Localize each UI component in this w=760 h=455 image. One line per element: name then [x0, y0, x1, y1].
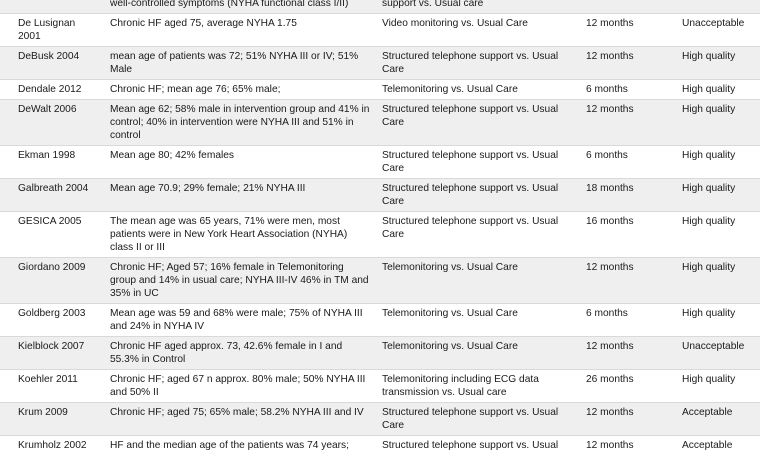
- duration-cell: 6 months: [580, 80, 676, 100]
- quality-cell: Unacceptable: [676, 337, 760, 370]
- duration-cell: 26 months: [580, 370, 676, 403]
- population-cell: Chronic HF; aged 67 n approx. 80% male; …: [106, 370, 378, 403]
- intervention-cell: Structured telephone support vs. Usual C…: [378, 146, 580, 179]
- study-cell: Dendale 2012: [0, 80, 106, 100]
- intervention-cell: Telemonitoring including ECG data transm…: [378, 370, 580, 403]
- population-cell: mean age of patients was 72; 51% NYHA II…: [106, 47, 378, 80]
- table-row: well-controlled symptoms (NYHA functiona…: [0, 0, 760, 14]
- duration-cell: 12 months: [580, 436, 676, 455]
- intervention-cell: Structured telephone support vs. Usual C…: [378, 100, 580, 146]
- quality-cell: Unacceptable: [676, 14, 760, 47]
- intervention-cell: Telemonitoring vs. Usual Care: [378, 337, 580, 370]
- quality-cell: High quality: [676, 80, 760, 100]
- population-cell: Mean age 62; 58% male in intervention gr…: [106, 100, 378, 146]
- duration-cell: 12 months: [580, 258, 676, 304]
- study-cell: Galbreath 2004: [0, 179, 106, 212]
- intervention-cell: Video monitoring vs. Usual Care: [378, 14, 580, 47]
- study-cell: Giordano 2009: [0, 258, 106, 304]
- quality-cell: High quality: [676, 179, 760, 212]
- study-cell: De Lusignan 2001: [0, 14, 106, 47]
- quality-cell: [676, 0, 760, 14]
- quality-cell: High quality: [676, 212, 760, 258]
- study-cell: Goldberg 2003: [0, 304, 106, 337]
- duration-cell: 12 months: [580, 100, 676, 146]
- population-cell: Mean age 70.9; 29% female; 21% NYHA III: [106, 179, 378, 212]
- quality-cell: Acceptable: [676, 403, 760, 436]
- duration-cell: 12 months: [580, 337, 676, 370]
- study-cell: Krum 2009: [0, 403, 106, 436]
- quality-cell: High quality: [676, 146, 760, 179]
- duration-cell: [580, 0, 676, 14]
- study-cell: [0, 0, 106, 14]
- intervention-cell: Telemonitoring vs. Usual Care: [378, 80, 580, 100]
- quality-cell: Acceptable: [676, 436, 760, 455]
- duration-cell: 16 months: [580, 212, 676, 258]
- study-cell: DeWalt 2006: [0, 100, 106, 146]
- population-cell: The mean age was 65 years, 71% were men,…: [106, 212, 378, 258]
- intervention-cell: Structured telephone support vs. Usual C…: [378, 212, 580, 258]
- intervention-cell: support vs. Usual care: [378, 0, 580, 14]
- study-cell: Kielblock 2007: [0, 337, 106, 370]
- intervention-cell: Structured telephone support vs. Usual C…: [378, 47, 580, 80]
- quality-cell: High quality: [676, 47, 760, 80]
- population-cell: Chronic HF; mean age 76; 65% male;: [106, 80, 378, 100]
- quality-cell: High quality: [676, 304, 760, 337]
- population-cell: Mean age was 59 and 68% were male; 75% o…: [106, 304, 378, 337]
- intervention-cell: Structured telephone support vs. Usual C…: [378, 179, 580, 212]
- study-cell: Ekman 1998: [0, 146, 106, 179]
- quality-cell: High quality: [676, 258, 760, 304]
- duration-cell: 12 months: [580, 403, 676, 436]
- study-cell: Koehler 2011: [0, 370, 106, 403]
- population-cell: Mean age 80; 42% females: [106, 146, 378, 179]
- population-cell: well-controlled symptoms (NYHA functiona…: [106, 0, 378, 14]
- quality-cell: High quality: [676, 370, 760, 403]
- duration-cell: 18 months: [580, 179, 676, 212]
- duration-cell: 6 months: [580, 146, 676, 179]
- intervention-cell: Structured telephone support vs. Usual C…: [378, 403, 580, 436]
- population-cell: Chronic HF aged approx. 73, 42.6% female…: [106, 337, 378, 370]
- study-cell: GESICA 2005: [0, 212, 106, 258]
- intervention-cell: Telemonitoring vs. Usual Care: [378, 258, 580, 304]
- quality-cell: High quality: [676, 100, 760, 146]
- population-cell: Chronic HF; aged 75; 65% male; 58.2% NYH…: [106, 403, 378, 436]
- duration-cell: 6 months: [580, 304, 676, 337]
- population-cell: Chronic HF aged 75, average NYHA 1.75: [106, 14, 378, 47]
- study-cell: Krumholz 2002: [0, 436, 106, 455]
- population-cell: HF and the median age of the patients wa…: [106, 436, 378, 455]
- study-cell: DeBusk 2004: [0, 47, 106, 80]
- intervention-cell: Structured telephone support vs. Usual: [378, 436, 580, 455]
- intervention-cell: Telemonitoring vs. Usual Care: [378, 304, 580, 337]
- duration-cell: 12 months: [580, 47, 676, 80]
- duration-cell: 12 months: [580, 14, 676, 47]
- population-cell: Chronic HF; Aged 57; 16% female in Telem…: [106, 258, 378, 304]
